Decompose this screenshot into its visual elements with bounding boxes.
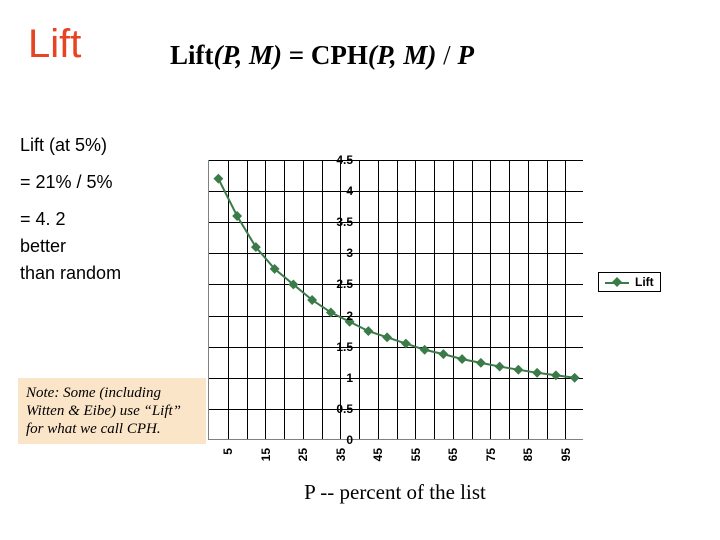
plot-area: [208, 160, 583, 440]
y-tick-label: 0: [323, 433, 353, 447]
y-tick-label: 1.5: [323, 340, 353, 354]
formula-rhs-func: CPH: [311, 40, 368, 70]
series-marker: [476, 358, 486, 368]
x-tick-label: 25: [296, 448, 310, 478]
x-tick-label: 15: [259, 448, 273, 478]
slide: Lift Lift(P, M) = CPH(P, M) / P Lift (at…: [0, 0, 720, 540]
series-marker: [532, 368, 542, 378]
gridline-v: [228, 160, 229, 439]
series-marker: [382, 332, 392, 342]
note-box: Note: Some (including Witten & Eibe) use…: [18, 378, 206, 444]
x-tick-label: 5: [221, 448, 235, 478]
calc-line-2: = 21% / 5%: [20, 169, 175, 196]
gridline-v: [397, 160, 398, 439]
legend: Lift: [598, 272, 661, 292]
gridline-v: [434, 160, 435, 439]
formula: Lift(P, M) = CPH(P, M) / P: [170, 40, 474, 71]
gridline-v: [528, 160, 529, 439]
gridline-v: [265, 160, 266, 439]
x-tick-label: 75: [484, 448, 498, 478]
formula-lhs-func: Lift: [170, 40, 214, 70]
x-axis-title: P -- percent of the list: [180, 480, 610, 505]
x-tick-label: 35: [334, 448, 348, 478]
x-tick-label: 45: [371, 448, 385, 478]
y-tick-label: 3.5: [323, 215, 353, 229]
series-marker: [363, 326, 373, 336]
gridline-v: [359, 160, 360, 439]
x-tick-label: 95: [559, 448, 573, 478]
series-marker: [251, 242, 261, 252]
gridline-v: [284, 160, 285, 439]
page-title: Lift: [28, 22, 81, 67]
series-marker: [513, 365, 523, 375]
gridline-v: [509, 160, 510, 439]
lift-chart: Lift P -- percent of the list 00.511.522…: [180, 155, 705, 500]
x-tick-label: 85: [521, 448, 535, 478]
gridline-v: [340, 160, 341, 439]
x-tick-label: 65: [446, 448, 460, 478]
y-tick-label: 1: [323, 371, 353, 385]
legend-marker-icon: [612, 277, 622, 287]
series-marker: [495, 362, 505, 372]
y-tick-label: 4.5: [323, 153, 353, 167]
gridline-v: [415, 160, 416, 439]
series-marker: [438, 349, 448, 359]
formula-div: /: [436, 40, 457, 70]
formula-lhs-args: (P, M): [214, 40, 283, 70]
formula-rhs-args: (P, M): [368, 40, 437, 70]
y-tick-label: 3: [323, 246, 353, 260]
gridline-v: [303, 160, 304, 439]
series-marker: [232, 211, 242, 221]
gridline-v: [453, 160, 454, 439]
series-marker: [270, 264, 280, 274]
gridline-v: [378, 160, 379, 439]
legend-label: Lift: [635, 275, 654, 289]
series-marker: [307, 295, 317, 305]
y-tick-label: 2: [323, 309, 353, 323]
formula-eq: =: [282, 40, 311, 70]
gridline-v: [247, 160, 248, 439]
y-tick-label: 4: [323, 184, 353, 198]
legend-swatch: [605, 277, 629, 287]
formula-rhs-p: P: [457, 40, 474, 70]
x-tick-label: 55: [409, 448, 423, 478]
calc-line-3: = 4. 2: [20, 206, 175, 233]
y-tick-label: 0.5: [323, 402, 353, 416]
series-marker: [457, 354, 467, 364]
gridline-v: [547, 160, 548, 439]
series-marker: [213, 174, 223, 184]
gridline-v: [565, 160, 566, 439]
gridline-v: [322, 160, 323, 439]
gridline-v: [472, 160, 473, 439]
calculation-block: Lift (at 5%) = 21% / 5% = 4. 2 better th…: [20, 132, 175, 297]
calc-line-5: than random: [20, 260, 175, 287]
y-tick-label: 2.5: [323, 277, 353, 291]
calc-line-4: better: [20, 233, 175, 260]
gridline-v: [490, 160, 491, 439]
calc-line-1: Lift (at 5%): [20, 132, 175, 159]
